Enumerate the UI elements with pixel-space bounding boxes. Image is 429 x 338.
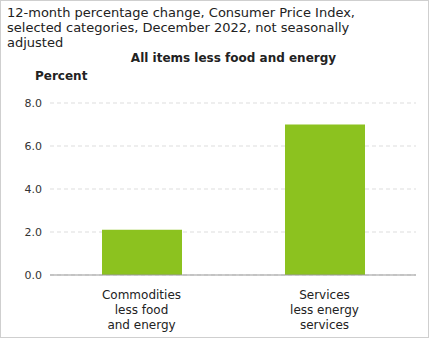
html-text:12-month percentage change, Co: 12-month percentage change, Consumer Pri… [7,5,355,50]
svg-text:0.0: 0.0 [25,269,43,282]
svg-text:6.0: 6.0 [25,140,43,153]
svg-text:Commoditiesless foodand energy: Commoditiesless foodand energy [102,288,181,332]
html-text:Percent: Percent [35,69,88,83]
svg-text:4.0: 4.0 [25,183,43,196]
html-text:All items less food and energy: All items less food and energy [130,51,337,65]
svg-text:8.0: 8.0 [25,97,43,110]
svg-text:2.0: 2.0 [25,226,43,239]
svg-text:Servicesless energyservices: Servicesless energyservices [290,288,359,332]
